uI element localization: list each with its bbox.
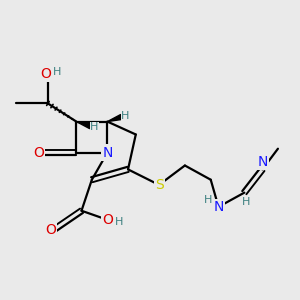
Text: O: O (102, 213, 113, 227)
Text: H: H (90, 122, 99, 132)
Text: N: N (213, 200, 224, 214)
Text: O: O (45, 223, 56, 237)
Text: N: N (102, 146, 112, 160)
Polygon shape (107, 115, 122, 122)
Polygon shape (76, 122, 92, 129)
Text: O: O (40, 67, 51, 81)
Text: O: O (33, 146, 44, 160)
Text: N: N (257, 155, 268, 169)
Text: H: H (121, 111, 130, 121)
Text: H: H (203, 195, 212, 206)
Text: H: H (242, 197, 250, 208)
Text: S: S (155, 178, 164, 192)
Text: H: H (115, 218, 123, 227)
Text: H: H (53, 68, 61, 77)
